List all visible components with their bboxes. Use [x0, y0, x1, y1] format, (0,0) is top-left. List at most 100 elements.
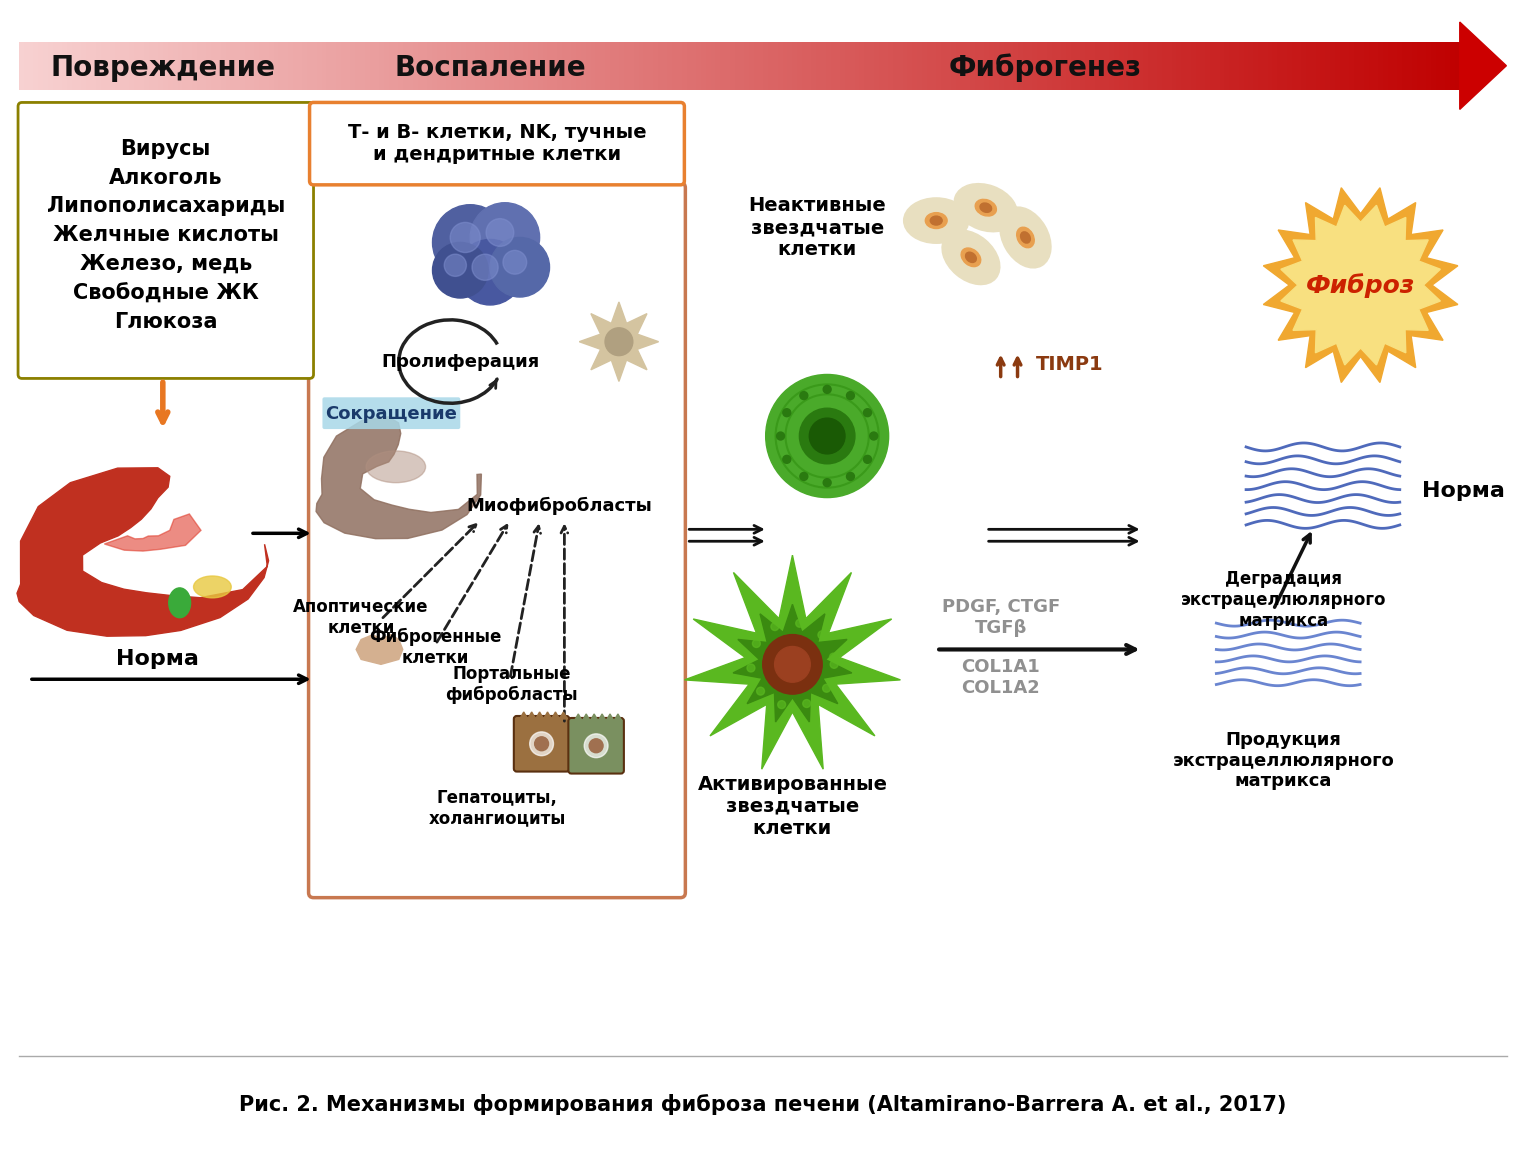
Polygon shape [733, 604, 851, 722]
Polygon shape [519, 712, 528, 719]
Polygon shape [1225, 41, 1229, 90]
Polygon shape [1254, 41, 1258, 90]
Text: Деградация
экстрацеллюлярного
матрикса: Деградация экстрацеллюлярного матрикса [1180, 570, 1386, 630]
Circle shape [847, 391, 854, 399]
Polygon shape [850, 41, 854, 90]
Polygon shape [182, 41, 187, 90]
Polygon shape [90, 41, 96, 90]
Polygon shape [893, 41, 897, 90]
Polygon shape [452, 41, 456, 90]
Polygon shape [499, 41, 504, 90]
Polygon shape [975, 41, 980, 90]
Circle shape [822, 685, 830, 692]
Polygon shape [312, 41, 317, 90]
Polygon shape [1281, 41, 1288, 90]
Ellipse shape [903, 198, 969, 243]
Polygon shape [168, 41, 173, 90]
Polygon shape [634, 41, 638, 90]
Text: Миофибробласты: Миофибробласты [467, 496, 652, 514]
Polygon shape [879, 41, 883, 90]
Polygon shape [115, 41, 119, 90]
Polygon shape [845, 41, 850, 90]
Polygon shape [389, 41, 393, 90]
Polygon shape [58, 41, 63, 90]
Polygon shape [605, 41, 609, 90]
Polygon shape [908, 41, 912, 90]
Polygon shape [207, 41, 211, 90]
Polygon shape [461, 41, 465, 90]
Polygon shape [86, 41, 90, 90]
Polygon shape [403, 41, 409, 90]
Polygon shape [1398, 41, 1402, 90]
Polygon shape [596, 41, 600, 90]
Polygon shape [1142, 41, 1148, 90]
Polygon shape [230, 41, 236, 90]
Circle shape [847, 472, 854, 480]
Circle shape [818, 631, 825, 639]
Polygon shape [274, 41, 279, 90]
Polygon shape [504, 41, 508, 90]
Polygon shape [1027, 41, 1032, 90]
Polygon shape [18, 41, 24, 90]
Polygon shape [749, 41, 753, 90]
Polygon shape [216, 41, 220, 90]
Polygon shape [1306, 41, 1311, 90]
Circle shape [490, 237, 550, 297]
Circle shape [799, 391, 808, 399]
Polygon shape [614, 714, 622, 721]
Polygon shape [984, 41, 989, 90]
Polygon shape [1373, 41, 1378, 90]
Polygon shape [1431, 41, 1436, 90]
Polygon shape [514, 41, 519, 90]
Polygon shape [536, 712, 544, 719]
Polygon shape [441, 41, 447, 90]
Polygon shape [769, 41, 773, 90]
Polygon shape [1311, 41, 1315, 90]
Polygon shape [1066, 41, 1070, 90]
Text: Фиброгенез: Фиброгенез [949, 53, 1142, 82]
Polygon shape [580, 41, 586, 90]
Polygon shape [1196, 41, 1200, 90]
Polygon shape [135, 41, 139, 90]
Polygon shape [1133, 41, 1138, 90]
Polygon shape [77, 41, 81, 90]
Polygon shape [1412, 41, 1416, 90]
Polygon shape [912, 41, 917, 90]
Polygon shape [432, 41, 436, 90]
Polygon shape [684, 555, 900, 769]
Polygon shape [303, 41, 308, 90]
Polygon shape [139, 41, 144, 90]
Polygon shape [263, 41, 269, 90]
Polygon shape [989, 41, 994, 90]
Polygon shape [942, 41, 946, 90]
Polygon shape [29, 41, 34, 90]
Ellipse shape [168, 588, 190, 618]
Polygon shape [211, 41, 216, 90]
Polygon shape [1454, 41, 1459, 90]
Polygon shape [144, 41, 149, 90]
Ellipse shape [931, 216, 942, 226]
Polygon shape [643, 41, 648, 90]
Polygon shape [106, 41, 110, 90]
Polygon shape [1281, 205, 1441, 365]
Polygon shape [47, 41, 52, 90]
Polygon shape [606, 714, 614, 721]
Polygon shape [1243, 41, 1248, 90]
Polygon shape [364, 41, 369, 90]
Polygon shape [1340, 41, 1344, 90]
Circle shape [747, 664, 755, 672]
Polygon shape [164, 41, 168, 90]
Polygon shape [1157, 41, 1162, 90]
Polygon shape [599, 714, 606, 721]
Polygon shape [1128, 41, 1133, 90]
Polygon shape [1081, 41, 1085, 90]
Polygon shape [859, 41, 865, 90]
FancyBboxPatch shape [514, 716, 570, 771]
Ellipse shape [975, 199, 997, 216]
Circle shape [470, 203, 539, 273]
Polygon shape [196, 41, 202, 90]
Polygon shape [1205, 41, 1209, 90]
Ellipse shape [943, 230, 1000, 284]
Polygon shape [1036, 41, 1043, 90]
Polygon shape [1427, 41, 1431, 90]
